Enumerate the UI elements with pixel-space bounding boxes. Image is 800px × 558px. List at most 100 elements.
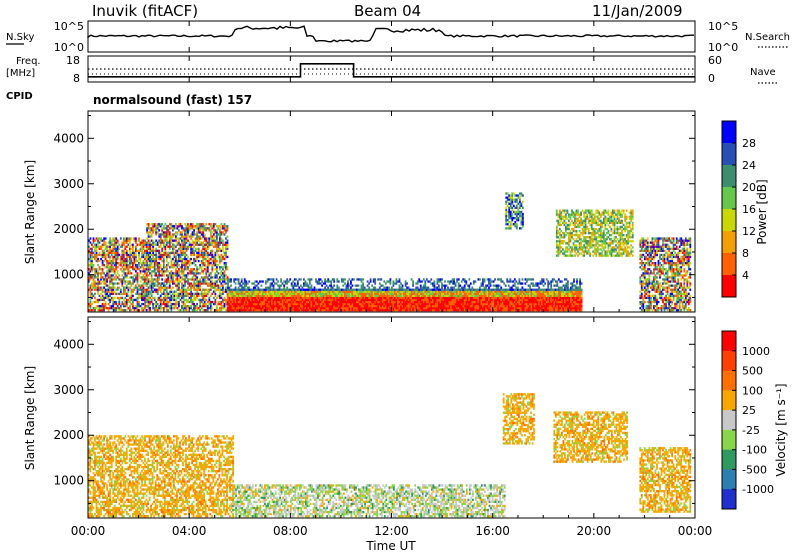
power-cell	[114, 272, 116, 274]
power-cell	[205, 299, 207, 301]
power-cell	[148, 295, 150, 297]
power-cell	[361, 289, 363, 291]
power-cell	[99, 260, 101, 262]
power-cell	[438, 280, 440, 282]
power-cell	[222, 305, 224, 307]
power-cell	[309, 278, 311, 280]
power-cell	[91, 270, 93, 272]
power-cell	[109, 270, 111, 272]
power-cell	[227, 266, 229, 268]
power-cell	[195, 299, 197, 301]
power-cell	[129, 250, 131, 252]
power-cell	[144, 256, 146, 258]
power-cell	[100, 305, 102, 307]
power-cell	[175, 256, 177, 258]
power-cell	[138, 237, 140, 239]
power-cell	[135, 278, 137, 280]
power-cell	[187, 223, 189, 225]
power-cell	[100, 289, 102, 291]
power-cell	[94, 297, 96, 299]
power-cell	[298, 287, 300, 289]
power-cell	[292, 280, 294, 282]
power-cell	[204, 264, 206, 266]
power-cell	[100, 237, 102, 239]
power-cell	[241, 285, 243, 287]
power-cell	[368, 287, 370, 289]
power-cell	[140, 272, 142, 274]
power-cell	[386, 309, 388, 311]
power-cell	[169, 235, 171, 237]
power-cell	[112, 289, 114, 291]
power-cell	[248, 291, 250, 293]
power-cell	[157, 285, 159, 287]
power-cell	[97, 264, 99, 266]
power-cell	[222, 299, 224, 301]
power-cell	[219, 229, 221, 231]
power-cell	[280, 280, 282, 282]
power-cell	[149, 252, 151, 254]
power-cell	[103, 309, 105, 311]
power-cell	[190, 291, 192, 293]
power-cell	[163, 258, 165, 260]
power-cell	[137, 272, 139, 274]
power-cell	[163, 260, 165, 262]
power-cell	[102, 270, 104, 272]
power-cell	[199, 235, 201, 237]
power-cell	[230, 301, 232, 303]
power-cell	[112, 266, 114, 268]
power-cell	[500, 287, 502, 289]
power-cell	[189, 260, 191, 262]
power-cell	[222, 256, 224, 258]
power-cell	[169, 274, 171, 276]
power-cell	[111, 254, 113, 256]
power-cell	[121, 274, 123, 276]
power-cell	[327, 287, 329, 289]
power-cell	[117, 254, 119, 256]
power-cell	[178, 278, 180, 280]
power-cell	[97, 276, 99, 278]
power-cell	[265, 280, 267, 282]
power-cell	[222, 268, 224, 270]
power-cell	[114, 246, 116, 248]
power-cell	[210, 278, 212, 280]
power-cell	[93, 252, 95, 254]
power-cell	[213, 242, 215, 244]
power-cell	[309, 287, 311, 289]
power-cell	[424, 285, 426, 287]
power-cell	[174, 282, 176, 284]
power-cell	[140, 305, 142, 307]
power-cell	[517, 293, 519, 295]
power-cell	[330, 282, 332, 284]
power-cell	[256, 289, 258, 291]
power-cell	[144, 297, 146, 299]
power-cell	[342, 299, 344, 301]
power-cell	[205, 240, 207, 242]
power-cell	[202, 242, 204, 244]
power-cell	[444, 280, 446, 282]
power-cell	[146, 278, 148, 280]
power-cell	[177, 233, 179, 235]
power-cell	[473, 295, 475, 297]
power-cell	[280, 278, 282, 280]
power-cell	[126, 260, 128, 262]
power-cell	[508, 307, 510, 309]
power-cell	[121, 282, 123, 284]
power-cell	[222, 287, 224, 289]
power-cell	[274, 309, 276, 311]
power-cell	[109, 276, 111, 278]
power-cell	[326, 280, 328, 282]
power-cell	[135, 256, 137, 258]
power-cell	[491, 303, 493, 305]
power-cell	[187, 256, 189, 258]
power-cell	[144, 258, 146, 260]
power-cell	[239, 295, 241, 297]
power-cell	[131, 237, 133, 239]
power-cell	[169, 285, 171, 287]
power-cell	[468, 287, 470, 289]
power-cell	[434, 280, 436, 282]
power-cell	[135, 270, 137, 272]
power-cell	[180, 274, 182, 276]
power-cell	[377, 309, 379, 311]
power-cell	[429, 280, 431, 282]
power-cell	[222, 240, 224, 242]
